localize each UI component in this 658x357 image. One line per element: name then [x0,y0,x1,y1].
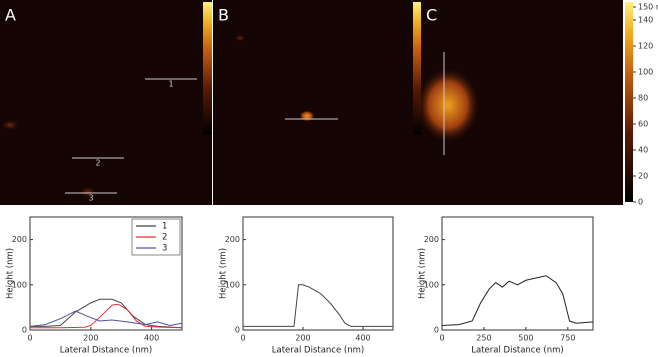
panel-letter: A [5,6,16,25]
y-tick-label: 200 [225,235,240,244]
plot-frame [29,216,183,331]
x-tick-label: 250 [476,334,491,343]
particle [299,110,315,122]
x-tick-label: 750 [560,334,575,343]
x-axis-label: Lateral Distance (nm) [60,346,152,356]
y-tick-label: 0 [434,326,439,335]
x-tick-label: 0 [439,334,444,343]
y-tick-label: 100 [225,280,240,289]
x-tick-label: 400 [355,334,370,343]
x-axis-label: Lateral Distance (nm) [272,346,364,356]
colorbar-tick-label: 100 [638,68,653,77]
plot-frame [441,216,594,331]
y-tick-label: 200 [424,235,439,244]
data-line [243,284,393,327]
colorbar-c [625,2,633,202]
x-tick-label: 200 [295,334,310,343]
profile-label: 1 [168,80,173,89]
y-tick-label: 100 [424,280,439,289]
plot-frame [242,216,394,331]
data-line [29,310,183,327]
y-tick-label: 0 [235,326,240,335]
data-line [30,298,183,329]
particle [0,119,20,131]
colorbar-a [203,2,212,135]
profile-label: 2 [95,159,100,168]
colorbar-tick-label: 20 [638,172,648,181]
colorbar-tick-label: 120 [638,42,653,51]
colorbar-tick-label: 40 [638,146,648,155]
image-a [0,0,212,205]
colorbar-tick-label: 60 [638,120,648,129]
colorbar-tick-label: 140 [638,16,653,25]
particle [234,34,246,42]
y-tick-label: 100 [12,280,27,289]
x-tick-label: 0 [27,334,32,343]
x-tick-label: 500 [518,334,533,343]
particle [79,186,97,198]
panel-letter: C [426,6,437,25]
data-line [441,275,594,326]
panel-letter: B [218,6,229,25]
y-tick-label: 200 [12,235,27,244]
x-axis-label: Lateral Distance (nm) [471,346,563,356]
colorbar-tick-label: 0 [638,198,643,207]
profile-label: 3 [88,194,93,203]
legend-label: 3 [162,244,167,254]
x-tick-label: 200 [83,334,98,343]
y-axis-label: Height (nm) [6,248,16,299]
colorbar-tick-label: 80 [638,94,648,103]
legend-label: 2 [162,233,167,243]
y-axis-label: Height (nm) [219,248,229,299]
y-axis-label: Height (nm) [418,248,428,299]
x-tick-label: 0 [240,334,245,343]
colorbar-tick-label: 150 nm [638,3,658,12]
legend-label: 1 [162,222,167,232]
y-tick-label: 0 [22,326,27,335]
colorbar-b [413,2,421,135]
afm-images: A B C 1 2 3 [0,0,633,205]
particle [416,67,480,143]
data-line [30,303,183,329]
x-tick-label: 400 [144,334,159,343]
image-b [213,0,421,205]
